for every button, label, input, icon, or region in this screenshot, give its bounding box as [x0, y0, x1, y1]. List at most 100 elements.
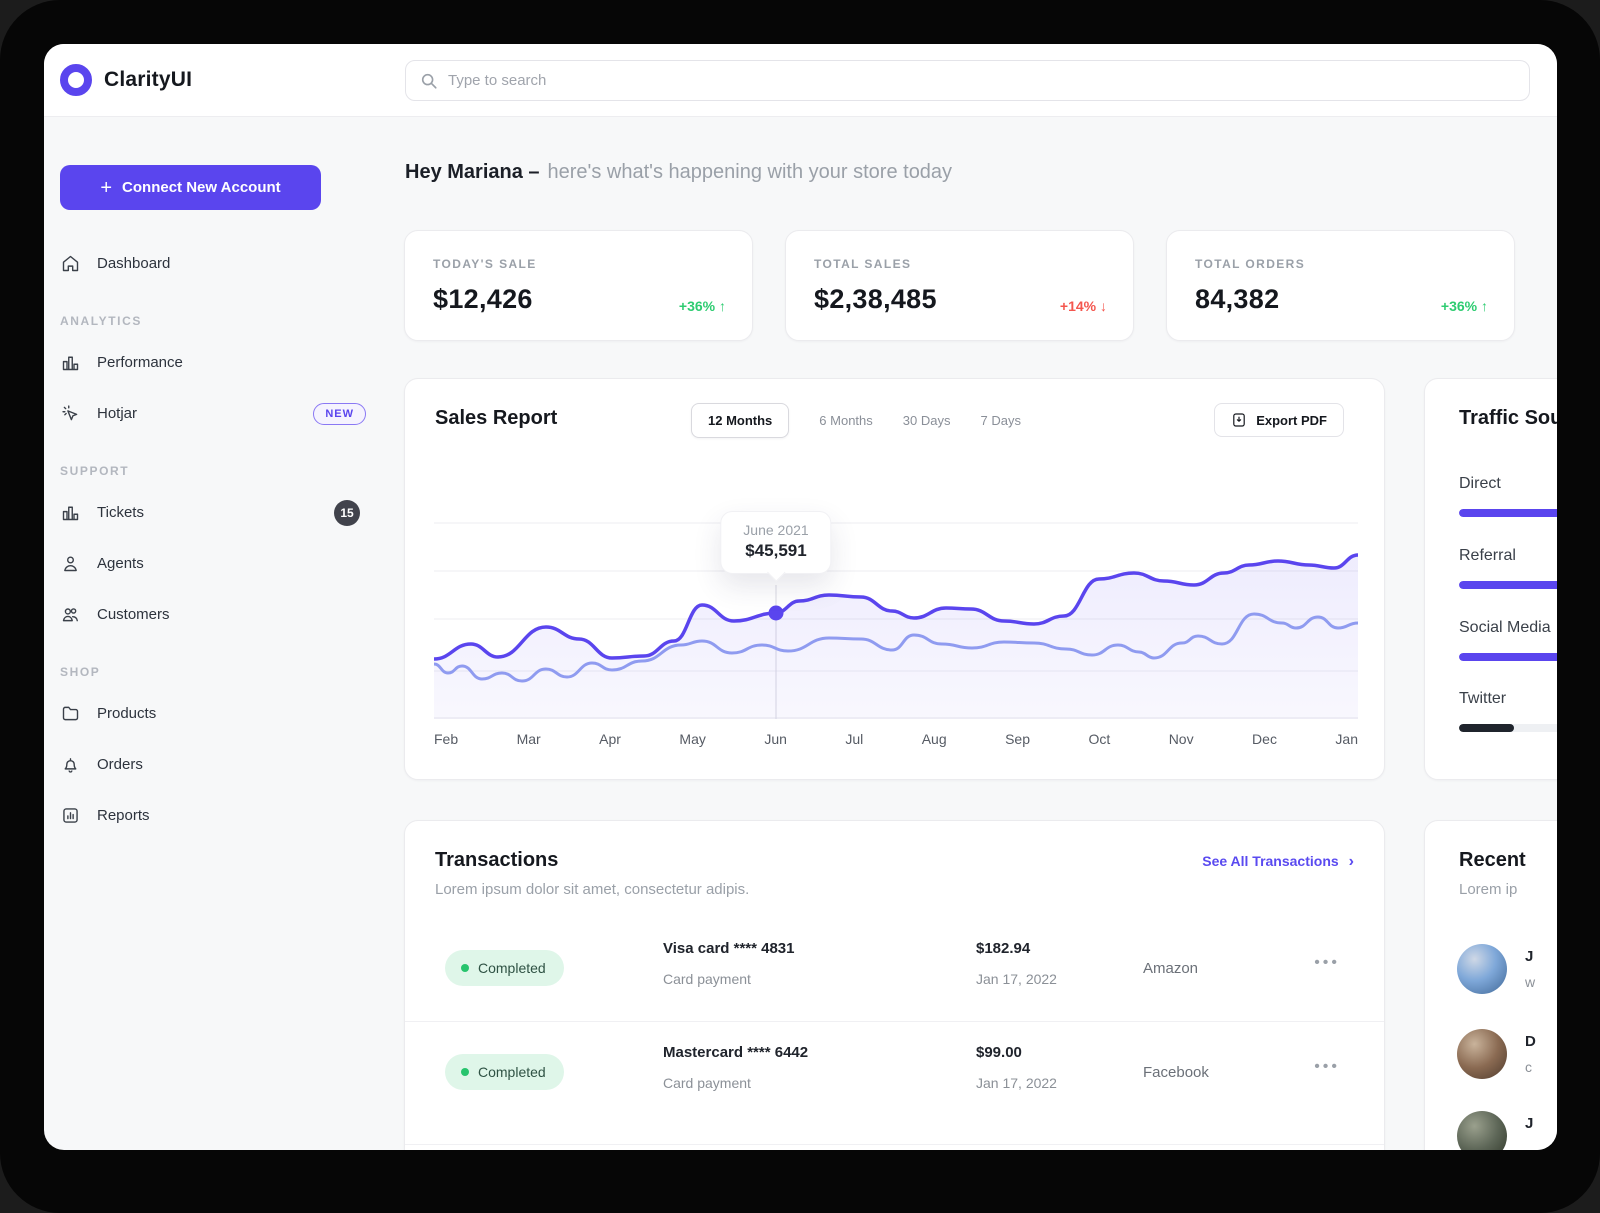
recent-card: Recent Lorem ip J w D c J	[1424, 820, 1557, 1150]
amount-value: $99.00	[976, 1044, 1022, 1061]
avatar	[1457, 944, 1507, 994]
tooltip-label: June 2021	[743, 522, 809, 538]
tab-12-months[interactable]: 12 Months	[691, 403, 790, 438]
transaction-row: Completed Visa card **** 4831 Card payme…	[405, 918, 1384, 1021]
axis-tick: Nov	[1168, 731, 1194, 747]
amount-value: $182.94	[976, 940, 1031, 957]
tab-7-days[interactable]: 7 Days	[980, 413, 1021, 428]
status-badge: Completed	[445, 1054, 564, 1090]
stat-delta: +36% ↑	[678, 298, 726, 314]
sidebar-item-label: Agents	[97, 555, 144, 572]
progress-track	[1459, 653, 1557, 661]
row-menu-button[interactable]: •••	[1314, 954, 1340, 971]
search-bar[interactable]	[405, 60, 1530, 101]
sidebar-item-label: Tickets	[97, 504, 144, 521]
status-label: Completed	[478, 960, 546, 976]
recent-subtitle: Lorem ip	[1459, 881, 1518, 898]
brand: ClarityUI	[60, 64, 192, 96]
stat-delta: +14% ↓	[1059, 298, 1107, 314]
sidebar-item-label: Hotjar	[97, 405, 138, 422]
method-type: Card payment	[663, 971, 751, 987]
sidebar-item-products[interactable]: Products	[60, 697, 388, 730]
customer-name: J	[1525, 948, 1534, 965]
connect-new-account-button[interactable]: + Connect New Account	[60, 165, 321, 210]
data-point-marker[interactable]	[768, 605, 784, 621]
recent-list-item[interactable]: D c	[1457, 1029, 1557, 1079]
transaction-row-partial	[405, 1144, 1384, 1150]
status-badge: Completed	[445, 950, 564, 986]
axis-tick: Apr	[599, 731, 621, 747]
progress-track	[1459, 724, 1557, 732]
stat-card-total-sales: TOTAL SALES $2,38,485 +14% ↓	[785, 230, 1134, 341]
tab-30-days[interactable]: 30 Days	[902, 413, 951, 428]
stat-card-todays-sale: TODAY'S SALE $12,426 +36% ↑	[404, 230, 753, 341]
sidebar-item-tickets[interactable]: Tickets 15	[60, 496, 388, 529]
top-bar: ClarityUI	[44, 44, 1557, 117]
see-all-transactions-link[interactable]: See All Transactions ›	[1202, 853, 1354, 871]
payment-amount: $99.00 Jan 17, 2022	[976, 1044, 1057, 1091]
main-content: Hey Mariana – here's what's happening wit…	[404, 117, 1557, 1150]
traffic-label: Twitter	[1459, 690, 1507, 707]
row-menu-button[interactable]: •••	[1314, 1058, 1340, 1075]
status-label: Completed	[478, 1064, 546, 1080]
chevron-right-icon: ›	[1348, 853, 1354, 870]
sidebar-item-dashboard[interactable]: Dashboard	[60, 247, 388, 280]
tab-6-months[interactable]: 6 Months	[819, 413, 873, 428]
search-icon	[421, 73, 437, 89]
method-name: Visa card **** 4831	[663, 940, 795, 957]
payment-date: Jan 17, 2022	[976, 971, 1057, 987]
sidebar-item-hotjar[interactable]: Hotjar NEW	[60, 397, 388, 430]
axis-tick: May	[679, 731, 706, 747]
cursor-click-icon	[62, 405, 78, 421]
line-chart-svg	[432, 522, 1360, 719]
transaction-row: Completed Mastercard **** 6442 Card paym…	[405, 1021, 1384, 1124]
search-input[interactable]	[448, 72, 1515, 89]
recent-title: Recent	[1459, 849, 1526, 871]
plus-icon: +	[100, 176, 113, 199]
recent-list-item[interactable]: J	[1457, 1111, 1557, 1150]
sidebar-item-agents[interactable]: Agents	[60, 547, 388, 580]
range-tabs: 12 Months 6 Months 30 Days 7 Days	[691, 403, 1021, 438]
traffic-item-social-media: Social Media	[1459, 619, 1557, 661]
sidebar-section-analytics: ANALYTICS	[60, 314, 142, 328]
sidebar-item-performance[interactable]: Performance	[60, 346, 388, 379]
customer-detail: c	[1525, 1059, 1532, 1075]
merchant-name: Amazon	[1143, 960, 1199, 977]
export-pdf-button[interactable]: Export PDF	[1214, 403, 1344, 437]
customer-name: D	[1525, 1033, 1536, 1050]
greeting: Hey Mariana – here's what's happening wit…	[405, 161, 952, 184]
home-icon	[62, 255, 79, 272]
recent-list-item[interactable]: J w	[1457, 944, 1557, 994]
stat-value: $12,426	[433, 284, 533, 314]
customer-detail: w	[1525, 974, 1536, 990]
traffic-title: Traffic Sources	[1459, 407, 1557, 429]
sidebar-item-label: Orders	[97, 756, 143, 773]
transactions-title: Transactions	[435, 849, 559, 871]
secondary-line	[432, 612, 1360, 683]
export-file-icon	[1233, 413, 1246, 427]
stat-label: TOTAL ORDERS	[1195, 257, 1306, 271]
person-icon	[64, 556, 77, 572]
progress-track	[1459, 509, 1557, 517]
status-dot-icon	[461, 1068, 469, 1076]
traffic-item-direct: Direct	[1459, 475, 1557, 517]
axis-tick: Mar	[516, 731, 541, 747]
axis-tick: Aug	[921, 731, 947, 747]
brand-logo-icon	[60, 64, 92, 96]
traffic-label: Social Media	[1459, 619, 1551, 636]
primary-line	[432, 553, 1360, 661]
sidebar-item-customers[interactable]: Customers	[60, 598, 388, 631]
stat-delta: +36% ↑	[1440, 298, 1488, 314]
sidebar-item-reports[interactable]: Reports	[60, 799, 388, 832]
transactions-subtitle: Lorem ipsum dolor sit amet, consectetur …	[435, 881, 750, 898]
see-all-label: See All Transactions	[1202, 853, 1339, 869]
sales-report-title: Sales Report	[435, 407, 558, 429]
axis-tick: Jan	[1335, 731, 1358, 747]
greeting-rest: here's what's happening with your store …	[547, 161, 953, 183]
stat-card-total-orders: TOTAL ORDERS 84,382 +36% ↑	[1166, 230, 1515, 341]
sidebar-item-orders[interactable]: Orders	[60, 748, 388, 781]
stat-label: TODAY'S SALE	[433, 257, 537, 271]
payment-method: Visa card **** 4831 Card payment	[663, 940, 795, 987]
count-badge: 15	[334, 499, 360, 526]
